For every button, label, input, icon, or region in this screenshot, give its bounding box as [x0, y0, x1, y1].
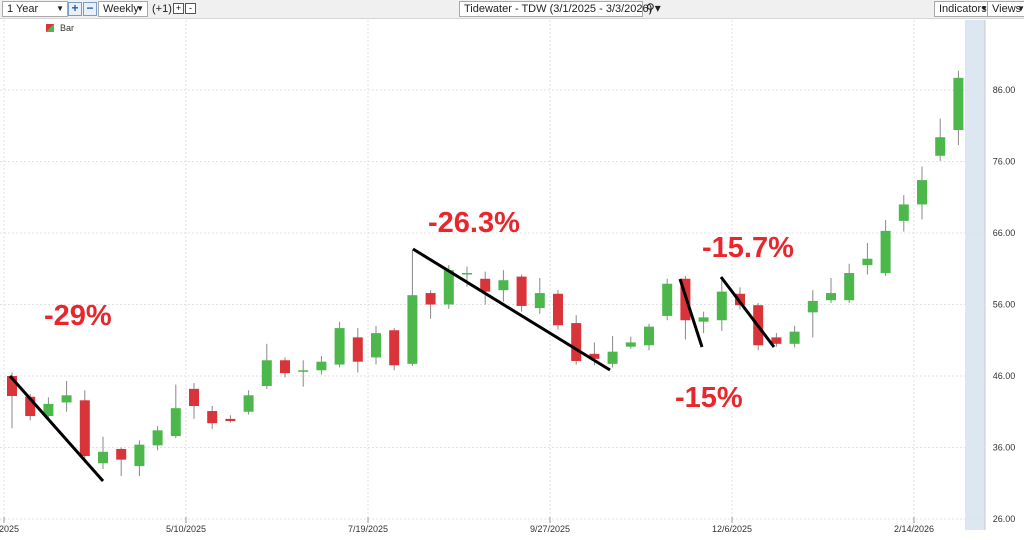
offset-plus[interactable]: +	[173, 3, 184, 14]
x-tick-label: 2/14/2026	[894, 524, 934, 534]
y-tick-label: 46.00	[993, 371, 1016, 381]
candle-body	[553, 293, 563, 326]
candle-body	[735, 293, 745, 306]
candle-body	[61, 395, 72, 403]
candle-body	[771, 337, 782, 344]
candle-body	[898, 204, 909, 221]
future-area	[965, 20, 985, 530]
candle-body	[644, 326, 654, 346]
candle-body	[298, 370, 309, 372]
interval-select[interactable]: Weekly ▼	[98, 1, 148, 17]
candle-body	[698, 317, 709, 322]
zoom-in[interactable]: +	[68, 2, 82, 16]
candle-body	[917, 180, 927, 205]
legend-label: Bar	[60, 23, 74, 33]
x-tick-label: 7/19/2025	[348, 524, 388, 534]
views-text: Views	[992, 3, 1022, 15]
legend: Bar	[46, 23, 74, 33]
annotation: -29%	[44, 300, 112, 332]
y-tick-label: 56.00	[993, 300, 1016, 310]
candle-body	[261, 360, 272, 387]
candle-body	[625, 342, 636, 347]
candle-body	[352, 337, 363, 362]
trend-line	[678, 278, 704, 348]
candle-body	[7, 376, 17, 397]
candle-body	[79, 400, 90, 457]
zoom-out[interactable]: −	[83, 2, 97, 16]
candle-body	[207, 411, 218, 424]
candle-body	[116, 448, 127, 460]
candle-body	[371, 333, 381, 358]
candle-body	[826, 293, 836, 301]
offset-text: (+1)	[152, 3, 172, 15]
range-text: 1 Year	[7, 3, 39, 15]
candle-body	[43, 403, 54, 417]
views-button[interactable]: Views ▼	[987, 1, 1024, 17]
candle-body	[498, 280, 509, 291]
legend-icon-up	[46, 24, 54, 32]
candle-body	[571, 323, 582, 361]
candle-body	[716, 291, 727, 321]
candle-body	[189, 388, 199, 407]
candle-body	[516, 276, 527, 306]
candle-body	[807, 300, 818, 313]
candle-body	[953, 77, 964, 131]
candle-body	[662, 283, 673, 316]
annotations: -29% -26.3% -15.7% -15%	[44, 207, 794, 414]
candle-body	[789, 331, 800, 344]
candle-body	[25, 396, 36, 417]
candle-body	[98, 451, 108, 464]
search-icon[interactable]: ⚲▾	[646, 1, 661, 15]
chart-title: Tidewater - TDW (3/1/2025 - 3/3/2026)	[459, 1, 652, 17]
offset-minus[interactable]: -	[185, 3, 196, 14]
candle-body	[880, 230, 891, 274]
candle-body	[316, 361, 327, 371]
indicators-text: Indicators	[939, 3, 987, 15]
candle-body	[134, 444, 145, 467]
candle-body	[152, 430, 163, 446]
x-tick-label: 12/6/2025	[712, 524, 752, 534]
annotation: -26.3%	[428, 207, 520, 239]
annotation: -15.7%	[702, 232, 794, 264]
trend-lines	[8, 247, 776, 482]
y-tick-label: 26.00	[993, 514, 1016, 524]
toolbar: 1 Year ▼ + − Weekly ▼ (+1) + - Tidewater -…	[0, 0, 1024, 19]
candle-body	[589, 353, 600, 359]
candle-body	[607, 351, 618, 364]
y-tick-label: 66.00	[993, 228, 1016, 238]
chart: Bar -29% -26.3% -15.7% -15% 26.00 36.00 46…	[0, 20, 1016, 534]
candle-body	[935, 137, 946, 156]
y-tick-label: 86.00	[993, 85, 1016, 95]
candle-body	[443, 270, 454, 305]
trend-line	[412, 247, 611, 372]
candle-body	[225, 418, 236, 422]
grid	[0, 20, 985, 530]
candle-body	[407, 295, 418, 364]
candle-body	[425, 293, 436, 305]
annotation: -15%	[675, 382, 743, 414]
indicators-button[interactable]: Indicators ▼	[934, 1, 990, 17]
x-tick-label: 5/10/2025	[166, 524, 206, 534]
candle-body	[280, 360, 290, 374]
candle-body	[243, 395, 254, 412]
candle-body	[534, 293, 545, 309]
candle-body	[844, 273, 855, 301]
range-select[interactable]: 1 Year ▼	[2, 1, 68, 17]
candle-body	[480, 278, 491, 292]
candle-body	[462, 273, 472, 275]
y-tick-label: 76.00	[993, 157, 1016, 167]
y-tick-label: 36.00	[993, 443, 1016, 453]
candle-body	[862, 258, 873, 266]
candle-body	[334, 328, 345, 365]
trend-line	[8, 375, 105, 482]
candle-body	[389, 330, 400, 366]
candle-body	[170, 408, 181, 437]
x-tick-label: /1/2025	[0, 524, 19, 534]
x-tick-label: 9/27/2025	[530, 524, 570, 534]
trend-line	[719, 276, 776, 348]
candles	[7, 70, 964, 477]
interval-text: Weekly	[103, 3, 139, 15]
